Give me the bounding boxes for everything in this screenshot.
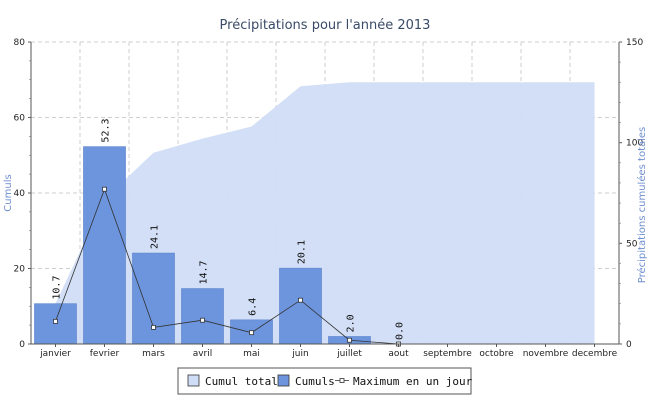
y-tick-label-left: 20 [14, 265, 26, 275]
bar-cumuls [181, 288, 224, 345]
point-maximum [200, 317, 205, 323]
y-tick-label-right: 150 [626, 38, 643, 48]
y-tick-label-left: 0 [19, 340, 25, 350]
x-tick-label: juillet [336, 349, 362, 359]
point-maximum [347, 337, 352, 343]
x-tick-label: novembre [523, 349, 569, 359]
y-tick-label-right: 0 [626, 340, 632, 350]
chart-title: Précipitations pour l'année 2013 [220, 18, 431, 33]
area-cumul-total [55, 82, 595, 345]
x-tick-label: octobre [479, 349, 514, 359]
bar-cumuls [230, 319, 273, 345]
x-tick-label: decembre [572, 349, 618, 359]
x-tick-label: mai [243, 349, 260, 359]
y-tick-label-left: 40 [14, 189, 26, 199]
y-axis-label-right: Précipitations cumulées totales [636, 127, 648, 284]
x-tick-label: janvier [39, 349, 71, 359]
bar-cumuls [279, 267, 322, 345]
bar-cumuls [132, 252, 175, 345]
legend-label-cumul-total: Cumul total [205, 375, 278, 388]
data-label-cumuls: 20.1 [297, 240, 308, 264]
point-maximum [249, 330, 254, 336]
bar-cumuls [34, 303, 77, 345]
legend-swatch-cumul-total [187, 374, 200, 387]
x-tick-label: juin [291, 349, 308, 359]
legend-label-cumuls: Cumuls [295, 375, 335, 388]
data-label-cumuls: 24.1 [150, 225, 161, 249]
point-maximum [102, 186, 107, 192]
legend-swatch-cumuls [277, 374, 290, 387]
data-label-cumuls: 10.7 [52, 276, 63, 300]
point-maximum [53, 318, 58, 324]
axes: 0 20 40 60 80 0 50 100 150 janvier fevrier mars avri… [14, 38, 644, 359]
y-tick-label-right: 50 [626, 239, 638, 249]
area-series-layer [55, 82, 595, 345]
line-maximum [55, 188, 399, 345]
data-label-cumuls: 6.4 [248, 298, 259, 316]
y-axis-label-left: Cumuls [3, 174, 14, 211]
data-label-cumuls: 52.3 [101, 118, 112, 142]
data-label-cumuls: 2.0 [346, 314, 357, 332]
data-label-cumuls: 0.0 [395, 322, 406, 340]
y-tick-label-left: 80 [14, 38, 26, 48]
x-tick-label: avril [193, 349, 213, 359]
legend-box [177, 367, 472, 395]
data-label-cumuls: 14.7 [199, 260, 210, 284]
bar-cumuls [83, 146, 126, 345]
y-tick-label-right: 100 [626, 139, 643, 149]
point-maximum [151, 324, 156, 330]
x-tick-label: mars [142, 349, 165, 359]
x-tick-label: septembre [423, 349, 472, 359]
legend-swatch-marker [339, 378, 345, 383]
bar-series-layer [34, 146, 371, 345]
point-maximum [298, 297, 303, 303]
y-tick-label-left: 60 [14, 114, 26, 124]
legend: Cumul total Cumuls Maximum en un jour [177, 367, 473, 395]
legend-label-maximum: Maximum en un jour [353, 375, 473, 388]
x-tick-label: fevrier [90, 349, 120, 359]
x-tick-label: aout [388, 349, 409, 359]
data-labels: 10.7 52.3 24.1 14.7 6.4 20.1 2.0 0.0 [52, 118, 406, 340]
